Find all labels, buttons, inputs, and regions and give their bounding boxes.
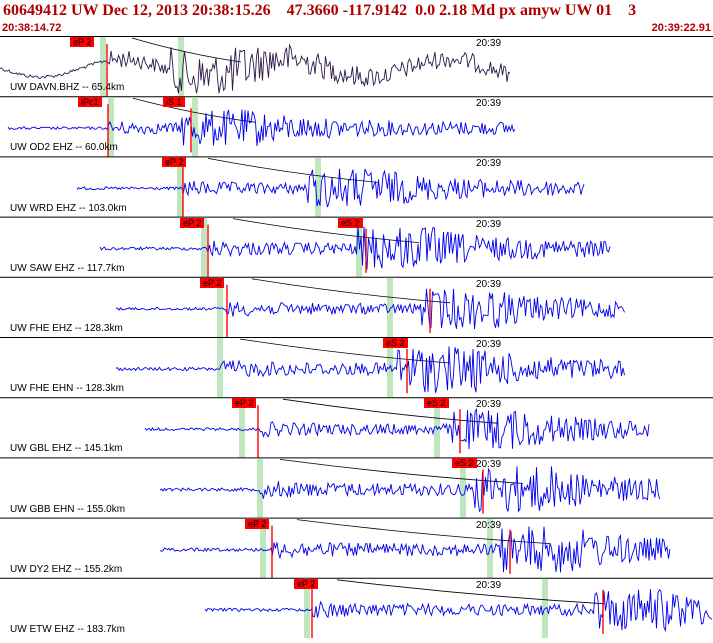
s-phase-window — [460, 458, 466, 518]
seismogram-panel[interactable]: 20:39 UW DAVN.BHZ -- 65.4km eP 2 20:39 UW OD… — [0, 36, 713, 638]
trace-station-label: UW WRD EHZ -- 103.0km — [10, 202, 127, 214]
trace-station-label: UW OD2 EHZ -- 60.0km — [10, 142, 118, 154]
travel-time-curve — [207, 158, 379, 183]
s-pick-label[interactable]: eS 2 — [452, 458, 477, 469]
travel-time-curve — [232, 218, 420, 243]
time-tick-label: 20:39 — [476, 38, 502, 49]
time-tick-label: 20:39 — [476, 218, 502, 230]
s-pick-label[interactable]: iS 1 — [163, 97, 185, 108]
waveform-trace — [99, 226, 611, 270]
waveform-trace — [115, 346, 625, 393]
window-end-time: 20:39:22.91 — [651, 22, 711, 34]
waveform-trace — [115, 288, 625, 330]
event-header: 60649412 UW Dec 12, 2013 20:38:15.26 47.… — [0, 0, 713, 36]
waveform-trace — [76, 168, 585, 208]
p-pick-label[interactable]: eP 2 — [232, 398, 257, 409]
p-phase-window — [100, 37, 106, 97]
travel-time-curve — [282, 398, 498, 424]
waveform-trace — [144, 407, 650, 450]
p-pick-label[interactable]: eP 2 — [162, 157, 187, 168]
s-phase-window — [387, 338, 393, 398]
time-tick-label: 20:39 — [476, 98, 502, 110]
p-pick-label[interactable]: eP 2 — [200, 277, 225, 288]
p-pick-label[interactable]: eP 2 — [245, 518, 270, 529]
trace-station-label: UW FHE EHZ -- 128.3km — [10, 323, 123, 334]
waveform-trace — [7, 109, 516, 147]
s-pick-label[interactable]: eS 2 — [383, 338, 408, 348]
p-phase-window — [217, 277, 223, 337]
s-pick-label[interactable]: eS 2 — [424, 398, 449, 409]
window-start-time: 20:38:14.72 — [2, 22, 62, 34]
travel-time-curve — [251, 278, 451, 304]
trace-station-label: UW GBL EHZ -- 145.1km — [10, 443, 123, 455]
p-pick-label[interactable]: eP 2 — [294, 578, 319, 589]
trace-station-label: UW DY2 EHZ -- 155.2km — [10, 563, 123, 575]
travel-time-curve — [279, 459, 524, 484]
s-phase-window — [387, 277, 393, 337]
s-phase-window — [315, 157, 321, 217]
time-tick-label: 20:39 — [476, 579, 502, 591]
p-phase-window — [260, 518, 266, 578]
waveform-trace — [204, 588, 713, 632]
trace-station-label: UW FHE EHN -- 128.3km — [10, 383, 124, 395]
p-phase-window — [257, 458, 263, 518]
time-tick-label: 20:39 — [476, 339, 502, 350]
s-phase-window — [192, 97, 198, 157]
time-tick-label: 20:39 — [476, 158, 502, 170]
time-tick-label: 20:39 — [476, 519, 502, 531]
travel-time-curve — [296, 519, 551, 544]
time-tick-label: 20:39 — [476, 278, 502, 290]
waveform-trace — [159, 526, 671, 573]
p-pick-label[interactable]: iPc1 — [78, 97, 102, 108]
waveform-trace — [0, 43, 511, 94]
s-phase-window — [178, 37, 184, 97]
waveform-trace — [159, 466, 660, 513]
travel-time-curve — [239, 338, 451, 364]
event-title: 60649412 UW Dec 12, 2013 20:38:15.26 47.… — [3, 2, 637, 19]
seismogram-canvas[interactable] — [0, 36, 713, 638]
p-pick-label[interactable]: eP 2 — [70, 37, 95, 47]
s-pick-label[interactable]: eS 2 — [338, 217, 363, 228]
p-pick-label[interactable]: eP 2 — [180, 217, 205, 228]
trace-station-label: UW ETW EHZ -- 183.7km — [10, 624, 126, 635]
trace-station-label: UW DAVN.BHZ -- 65.4km — [10, 82, 125, 94]
p-phase-window — [239, 398, 245, 458]
trace-station-label: UW SAW EHZ -- 117.7km — [10, 262, 125, 274]
travel-time-curve — [131, 37, 242, 63]
travel-time-curve — [336, 579, 606, 605]
trace-station-label: UW GBB EHN -- 155.0km — [10, 503, 126, 515]
time-tick-label: 20:39 — [476, 459, 502, 471]
time-tick-label: 20:39 — [476, 399, 502, 411]
p-phase-window — [108, 97, 114, 157]
